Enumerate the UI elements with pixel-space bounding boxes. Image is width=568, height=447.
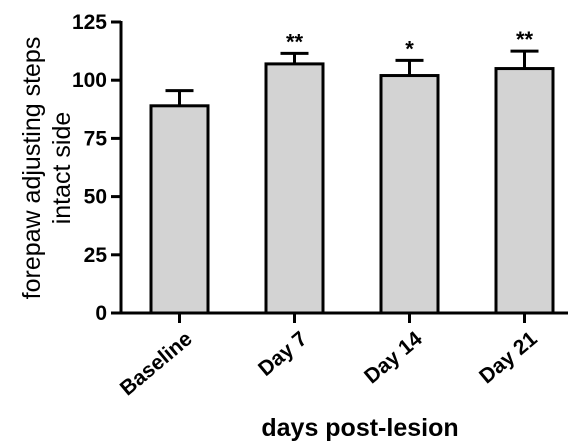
y-tick-label: 50	[84, 186, 107, 209]
bar	[494, 67, 555, 315]
x-tick-label: Day 21	[475, 327, 542, 388]
y-tick-label: 125	[72, 11, 107, 34]
y-tick-label: 0	[95, 302, 107, 325]
x-tick-label: Day 7	[254, 327, 312, 381]
y-tick-label: 25	[84, 244, 108, 267]
x-tick-label: Day 14	[360, 327, 427, 388]
x-tick-label: Baseline	[116, 327, 197, 400]
bar	[379, 74, 440, 315]
y-axis: 0 25 50 75 100 125	[72, 11, 123, 325]
y-axis-title-line-2: intact side	[48, 112, 76, 225]
significance-label: **	[286, 29, 304, 54]
bar	[149, 104, 210, 315]
bar	[264, 62, 325, 315]
significance-markers: ********	[286, 27, 534, 61]
significance-label: *	[405, 36, 414, 61]
bars	[149, 62, 555, 315]
x-axis-title: days post-lesion	[261, 414, 458, 442]
error-bars	[165, 49, 539, 106]
y-tick-label: 100	[72, 69, 107, 92]
y-tick-label: 75	[84, 127, 108, 150]
significance-label: **	[516, 27, 534, 52]
y-axis-title-line-1: forepaw adjusting steps	[18, 37, 46, 300]
